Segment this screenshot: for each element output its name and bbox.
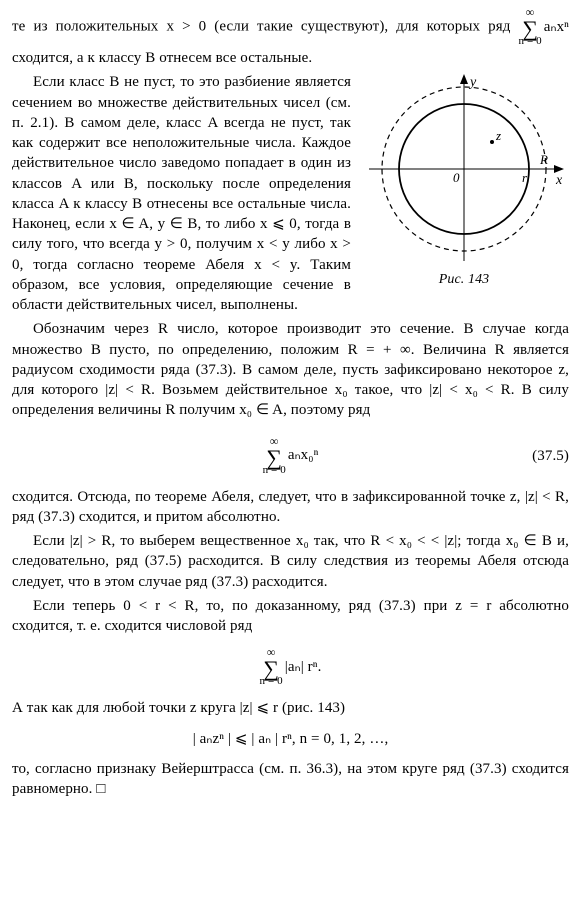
svg-text:x: x	[555, 173, 563, 188]
sum1-term: aₙxⁿ	[544, 17, 569, 37]
svg-text:r: r	[522, 170, 528, 185]
para-5: Если |z| > R, то выберем вещественное x₀…	[12, 531, 569, 592]
eq2-sum: ∞ ∑ n = 0	[260, 646, 283, 688]
figure-143: y x 0 r R z Рис. 143	[359, 74, 569, 290]
eq375-sum: ∞ ∑ n = 0	[263, 435, 286, 477]
figure-caption: Рис. 143	[359, 271, 569, 290]
eq375-term: aₙx₀ⁿ	[288, 445, 319, 465]
p1b: сходится, а к классу B отнесем все остал…	[12, 50, 312, 66]
p1a: те из положительных x > 0 (если такие су…	[12, 18, 519, 34]
para-8: то, согласно признаку Вейерштрасса (см. …	[12, 759, 569, 800]
para-3: Обозначим через R число, которое произво…	[12, 319, 569, 420]
para-6: Если теперь 0 < r < R, то, по доказанном…	[12, 596, 569, 637]
ineq-text: | aₙzⁿ | ⩽ | aₙ | rⁿ, n = 0, 1, 2, …,	[193, 731, 389, 747]
figure-svg: y x 0 r R z	[364, 74, 564, 269]
eq375-number: (37.5)	[532, 445, 569, 465]
para-7: А так как для любой точки z круга |z| ⩽ …	[12, 698, 569, 718]
inequality-line: | aₙzⁿ | ⩽ | aₙ | rⁿ, n = 0, 1, 2, …,	[12, 729, 569, 749]
svg-text:z: z	[495, 128, 501, 143]
svg-text:0: 0	[453, 170, 460, 185]
svg-text:R: R	[539, 152, 548, 167]
inline-sum-1: ∞ ∑ n = 0	[519, 6, 542, 48]
eq2-term: |aₙ| rⁿ.	[285, 657, 322, 677]
para-1: те из положительных x > 0 (если такие су…	[12, 6, 569, 68]
equation-37-5: ∞ ∑ n = 0 aₙx₀ⁿ (37.5)	[12, 435, 569, 477]
para-4: сходится. Отсюда, по теореме Абеля, след…	[12, 487, 569, 528]
svg-text:y: y	[468, 75, 477, 90]
equation-sum-abs: ∞ ∑ n = 0 |aₙ| rⁿ.	[12, 646, 569, 688]
